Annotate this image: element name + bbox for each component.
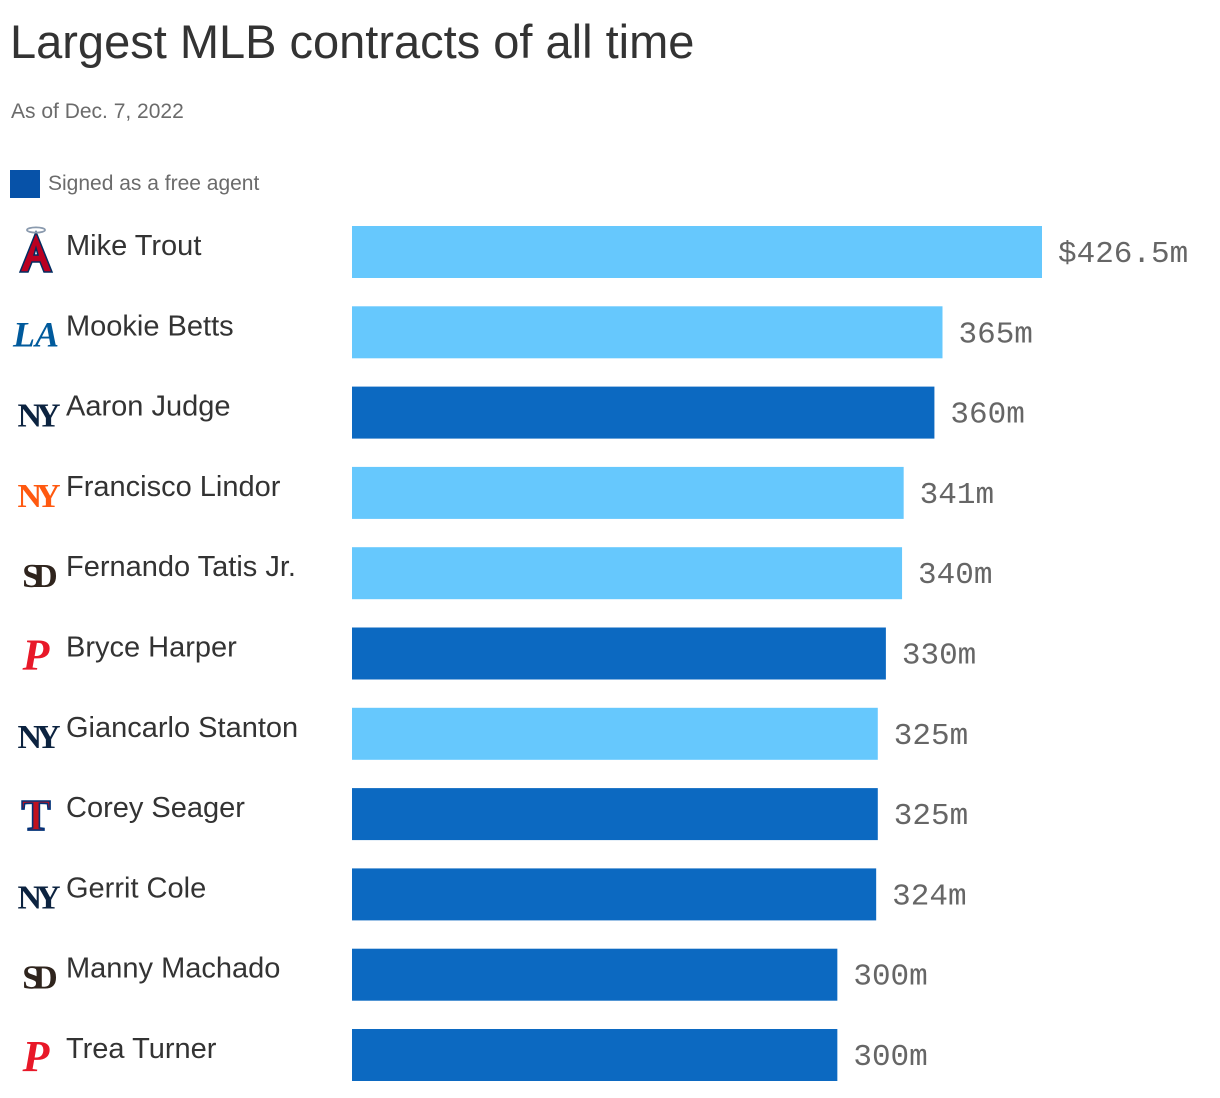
yankees-icon: NY	[17, 719, 66, 756]
player-name: Bryce Harper	[66, 632, 237, 664]
yankees-icon: NY	[17, 398, 66, 435]
phillies-icon: P	[22, 1032, 51, 1081]
bar	[352, 627, 886, 680]
value-label: 341m	[920, 478, 994, 513]
padres-icon: SD	[22, 558, 64, 595]
value-label: 300m	[853, 960, 927, 995]
svg-text:P: P	[22, 1032, 51, 1081]
svg-text:SD: SD	[22, 558, 56, 595]
player-name: Aaron Judge	[66, 391, 230, 423]
value-label: 340m	[918, 558, 992, 593]
player-name: Mookie Betts	[66, 310, 234, 342]
player-name: Mike Trout	[66, 230, 201, 262]
padres-icon: SD	[22, 960, 64, 997]
svg-text:NY: NY	[17, 719, 60, 756]
value-label: 325m	[894, 799, 968, 834]
mets-icon: NY	[17, 478, 66, 515]
player-name: Gerrit Cole	[66, 872, 206, 904]
value-label: 325m	[894, 719, 968, 754]
bar	[352, 868, 877, 921]
bar	[352, 306, 943, 359]
player-name: Francisco Lindor	[66, 471, 281, 503]
svg-text:T: T	[21, 791, 50, 840]
player-name: Corey Seager	[66, 792, 245, 824]
legend-label: Signed as a free agent	[48, 172, 260, 195]
bar	[352, 547, 903, 600]
player-name: Trea Turner	[66, 1033, 217, 1065]
player-name: Manny Machado	[66, 953, 280, 985]
svg-text:NY: NY	[17, 478, 60, 515]
angels-icon	[18, 226, 54, 273]
value-label: 324m	[892, 879, 966, 914]
chart-subtitle: As of Dec. 7, 2022	[11, 100, 184, 123]
phillies-icon: P	[22, 631, 51, 680]
bar	[352, 707, 878, 760]
bar	[352, 466, 904, 519]
bar	[352, 1029, 838, 1081]
value-label: $426.5m	[1058, 237, 1188, 272]
value-label: 300m	[853, 1040, 927, 1075]
legend: Signed as a free agent	[10, 170, 259, 198]
value-label: 360m	[950, 398, 1024, 433]
value-label: 330m	[902, 639, 976, 674]
yankees-icon: NY	[17, 879, 66, 916]
bar	[352, 788, 878, 841]
svg-text:NY: NY	[17, 398, 60, 435]
bar	[352, 948, 838, 1001]
player-name: Fernando Tatis Jr.	[66, 551, 296, 583]
bar	[352, 386, 935, 439]
rangers-icon: T	[21, 790, 52, 841]
chart-title: Largest MLB contracts of all time	[10, 15, 695, 68]
svg-text:LA: LA	[12, 314, 59, 354]
dodgers-icon: LA	[12, 314, 59, 354]
player-name: Giancarlo Stanton	[66, 712, 298, 744]
svg-text:SD: SD	[22, 960, 56, 997]
svg-text:P: P	[22, 631, 51, 680]
bar	[352, 226, 1042, 278]
value-label: 365m	[959, 317, 1033, 352]
legend-swatch	[10, 170, 40, 198]
svg-text:NY: NY	[17, 879, 60, 916]
